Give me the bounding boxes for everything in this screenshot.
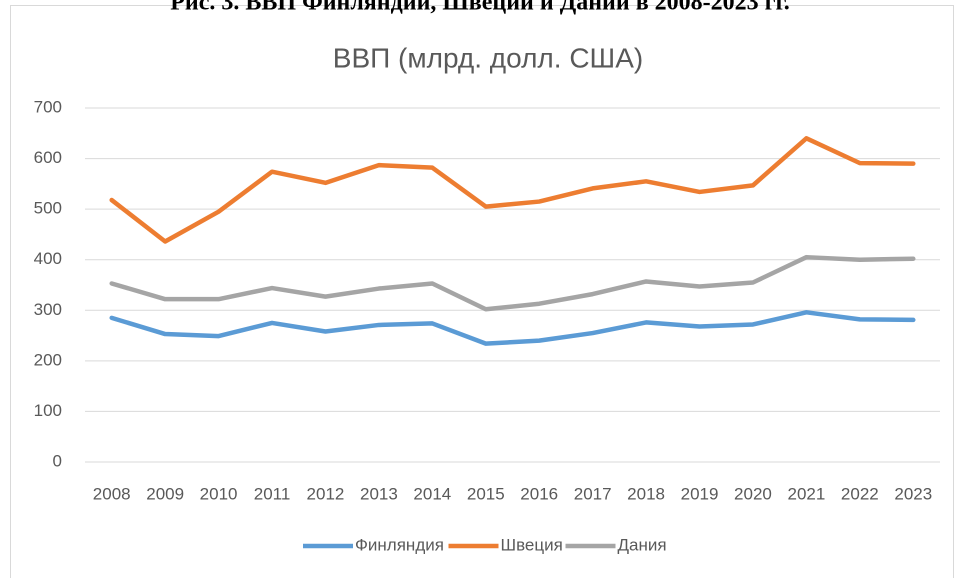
chart-title: ВВП (млрд. долл. США) — [333, 42, 643, 73]
x-tick-label: 2015 — [467, 484, 505, 503]
y-tick-label: 400 — [34, 249, 62, 268]
line-series — [109, 254, 916, 312]
x-tick-label: 2009 — [146, 484, 184, 503]
legend-label: Финляндия — [355, 535, 444, 554]
legend-label: Дания — [618, 535, 667, 554]
x-tick-label: 2010 — [200, 484, 238, 503]
chart-border — [10, 5, 954, 578]
x-tick-label: 2008 — [93, 484, 131, 503]
y-tick-label: 300 — [34, 300, 62, 319]
x-tick-label: 2020 — [734, 484, 772, 503]
y-tick-label: 100 — [34, 401, 62, 420]
x-tick-label: 2023 — [894, 484, 932, 503]
legend-label: Швеция — [501, 535, 563, 554]
x-tick-label: 2022 — [841, 484, 879, 503]
line-series — [109, 310, 916, 346]
x-tick-label: 2012 — [307, 484, 345, 503]
y-tick-label: 600 — [34, 148, 62, 167]
y-tick-label: 700 — [34, 97, 62, 116]
y-tick-label: 500 — [34, 199, 62, 218]
y-tick-label: 200 — [34, 350, 62, 369]
x-tick-label: 2019 — [681, 484, 719, 503]
x-tick-label: 2014 — [413, 484, 451, 503]
y-tick-label: 0 — [53, 451, 62, 470]
line-series — [109, 136, 916, 244]
caption: Рис. 3. ВВП Финляндии, Швеции и Дании в … — [170, 0, 790, 16]
x-tick-label: 2018 — [627, 484, 665, 503]
x-tick-label: 2011 — [254, 484, 291, 503]
x-tick-label: 2017 — [574, 484, 612, 503]
x-tick-label: 2016 — [520, 484, 558, 503]
x-tick-label: 2021 — [787, 484, 825, 503]
x-tick-label: 2013 — [360, 484, 398, 503]
